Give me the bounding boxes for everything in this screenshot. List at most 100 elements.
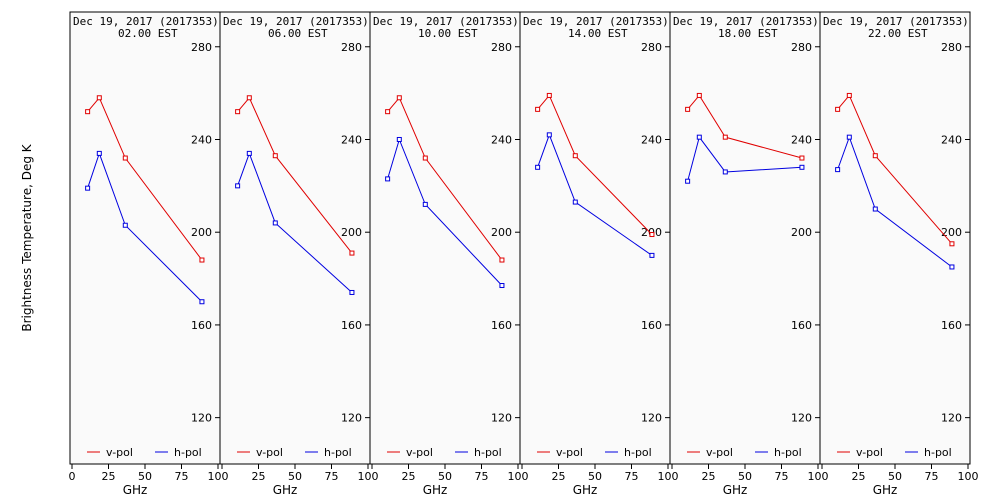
x-axis-label: GHz: [123, 483, 148, 497]
legend-label-h-pol: h-pol: [174, 446, 202, 459]
panel-title-time: 14.00 EST: [568, 27, 628, 40]
series-line-v-pol: [387, 96, 503, 261]
y-tick-label: 200: [191, 226, 212, 239]
data-point-h-pol: [235, 183, 241, 189]
data-point-v-pol: [546, 92, 552, 98]
y-tick-label: 120: [191, 412, 212, 425]
data-point-v-pol: [572, 153, 578, 159]
data-point-v-pol: [246, 95, 252, 101]
x-tick-label: 75: [625, 470, 639, 483]
panel-title-date: Dec 19, 2017 (2017353): [823, 15, 969, 28]
y-tick-label: 200: [791, 226, 812, 239]
x-tick-label: 25: [852, 470, 866, 483]
panel-title-time: 22.00 EST: [868, 27, 928, 40]
x-axis-label: GHz: [723, 483, 748, 497]
data-point-h-pol: [949, 264, 955, 270]
data-point-h-pol: [199, 299, 205, 305]
y-tick-label: 280: [491, 41, 512, 54]
y-tick-label: 280: [941, 41, 962, 54]
data-point-v-pol: [835, 106, 841, 112]
x-axis-label: GHz: [873, 483, 898, 497]
data-point-v-pol: [799, 155, 805, 161]
data-point-v-pol: [235, 109, 241, 115]
data-point-v-pol: [499, 257, 505, 263]
x-axis-label: GHz: [273, 483, 298, 497]
panel-title-time: 18.00 EST: [718, 27, 778, 40]
data-point-h-pol: [385, 176, 391, 182]
data-point-v-pol: [199, 257, 205, 263]
y-tick-label: 240: [641, 133, 662, 146]
x-tick-label: 75: [325, 470, 339, 483]
x-tick-label: 100: [208, 470, 229, 483]
y-tick-label: 160: [341, 319, 362, 332]
data-point-h-pol: [872, 206, 878, 212]
y-tick-label: 200: [491, 226, 512, 239]
data-point-v-pol: [872, 153, 878, 159]
panel-title-date: Dec 19, 2017 (2017353): [373, 15, 519, 28]
data-point-h-pol: [422, 201, 428, 207]
panel-title-time: 02.00 EST: [118, 27, 178, 40]
data-point-h-pol: [96, 150, 102, 156]
x-tick-label: 25: [402, 470, 416, 483]
legend-label-v-pol: v-pol: [556, 446, 583, 459]
series-line-v-pol: [237, 96, 353, 254]
data-point-v-pol: [685, 106, 691, 112]
data-point-v-pol: [422, 155, 428, 161]
x-tick-label: 50: [888, 470, 902, 483]
legend-label-h-pol: h-pol: [624, 446, 652, 459]
series-line-h-pol: [237, 151, 353, 293]
series-line-h-pol: [537, 133, 653, 256]
data-point-h-pol: [122, 222, 128, 228]
data-point-h-pol: [396, 136, 402, 142]
data-point-v-pol: [272, 153, 278, 159]
data-point-h-pol: [546, 132, 552, 138]
data-point-h-pol: [835, 167, 841, 173]
x-tick-label: 50: [738, 470, 752, 483]
x-tick-label: 100: [808, 470, 829, 483]
panel-title-date: Dec 19, 2017 (2017353): [673, 15, 819, 28]
y-tick-label: 240: [941, 133, 962, 146]
y-tick-label: 160: [941, 319, 962, 332]
y-tick-label: 120: [791, 412, 812, 425]
x-tick-label: 25: [252, 470, 266, 483]
legend-label-h-pol: h-pol: [324, 446, 352, 459]
x-axis-label: GHz: [573, 483, 598, 497]
y-tick-label: 200: [941, 226, 962, 239]
x-tick-label: 0: [69, 470, 76, 483]
x-axis-label: GHz: [423, 483, 448, 497]
data-point-h-pol: [535, 164, 541, 170]
x-tick-label: 100: [358, 470, 379, 483]
x-tick-label: 25: [702, 470, 716, 483]
y-tick-label: 240: [791, 133, 812, 146]
data-point-v-pol: [846, 92, 852, 98]
series-line-h-pol: [387, 137, 503, 286]
data-point-h-pol: [246, 150, 252, 156]
panel-title-date: Dec 19, 2017 (2017353): [223, 15, 369, 28]
x-tick-label: 100: [658, 470, 679, 483]
panel-title-time: 10.00 EST: [418, 27, 478, 40]
y-axis-label: Brightness Temperature, Deg K: [20, 143, 34, 331]
legend-label-v-pol: v-pol: [406, 446, 433, 459]
x-tick-label: 25: [552, 470, 566, 483]
data-point-h-pol: [649, 252, 655, 258]
y-tick-label: 160: [191, 319, 212, 332]
x-tick-label: 75: [475, 470, 489, 483]
y-tick-label: 160: [491, 319, 512, 332]
data-point-v-pol: [96, 95, 102, 101]
x-tick-label: 100: [958, 470, 979, 483]
x-tick-label: 100: [508, 470, 529, 483]
data-point-h-pol: [272, 220, 278, 226]
series-line-v-pol: [537, 94, 653, 235]
y-tick-label: 280: [791, 41, 812, 54]
y-tick-label: 160: [791, 319, 812, 332]
x-tick-label: 50: [588, 470, 602, 483]
legend-label-v-pol: v-pol: [106, 446, 133, 459]
y-tick-label: 240: [491, 133, 512, 146]
series-line-v-pol: [837, 94, 953, 245]
y-tick-label: 240: [191, 133, 212, 146]
data-point-v-pol: [696, 92, 702, 98]
legend-label-h-pol: h-pol: [774, 446, 802, 459]
y-tick-label: 280: [341, 41, 362, 54]
y-tick-label: 120: [641, 412, 662, 425]
y-tick-label: 120: [341, 412, 362, 425]
